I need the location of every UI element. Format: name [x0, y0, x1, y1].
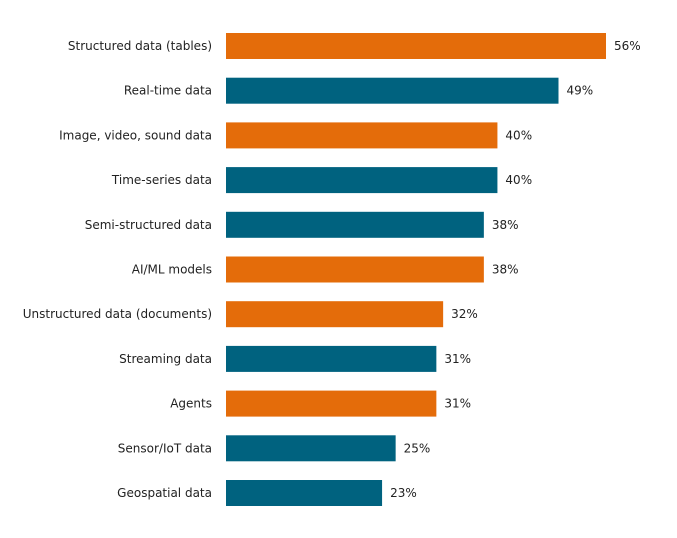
- value-label: 49%: [567, 84, 594, 98]
- bar: [226, 480, 383, 506]
- category-label: Sensor/IoT data: [118, 441, 212, 455]
- bar: [226, 77, 559, 104]
- value-label: 32%: [451, 307, 478, 321]
- bar-group: Unstructured data (documents) 32%: [23, 301, 478, 328]
- value-label: 31%: [444, 352, 471, 366]
- category-label: Streaming data: [119, 352, 212, 366]
- bar: [226, 345, 437, 372]
- value-label: 56%: [614, 39, 641, 53]
- value-label: 38%: [492, 263, 519, 277]
- category-label: Semi-structured data: [85, 218, 212, 232]
- value-label: 23%: [390, 486, 417, 500]
- bar: [226, 435, 396, 462]
- category-label: AI/ML models: [132, 263, 212, 277]
- value-label: 40%: [505, 128, 532, 142]
- category-label: Image, video, sound data: [59, 128, 212, 142]
- bar-group: Sensor/IoT data 25%: [118, 435, 431, 462]
- bar-group: Streaming data 31%: [119, 345, 471, 372]
- bar: [226, 122, 498, 149]
- bar-group: Geospatial data 23%: [117, 480, 417, 506]
- value-label: 38%: [492, 218, 519, 232]
- bar: [226, 390, 437, 417]
- category-label: Structured data (tables): [68, 39, 212, 53]
- category-label: Real-time data: [124, 84, 212, 98]
- bar: [226, 167, 498, 194]
- value-label: 31%: [444, 397, 471, 411]
- category-label: Geospatial data: [117, 486, 212, 500]
- bar: [226, 256, 484, 283]
- category-label: Unstructured data (documents): [23, 307, 212, 321]
- category-label: Time-series data: [111, 173, 212, 187]
- value-label: 25%: [404, 441, 431, 455]
- bar: [226, 211, 484, 238]
- bar-group: Real-time data 49%: [124, 77, 594, 104]
- bar: [226, 301, 444, 328]
- bar: [226, 33, 606, 59]
- bar-group: Semi-structured data 38%: [85, 211, 519, 238]
- category-label: Agents: [170, 397, 212, 411]
- value-label: 40%: [505, 173, 532, 187]
- bar-group: Image, video, sound data 40%: [59, 122, 532, 149]
- bar-group: Agents 31%: [170, 390, 471, 417]
- bar-group: AI/ML models 38%: [132, 256, 519, 283]
- bar-group: Time-series data 40%: [111, 167, 532, 194]
- bar-group: Structured data (tables) 56%: [68, 33, 641, 59]
